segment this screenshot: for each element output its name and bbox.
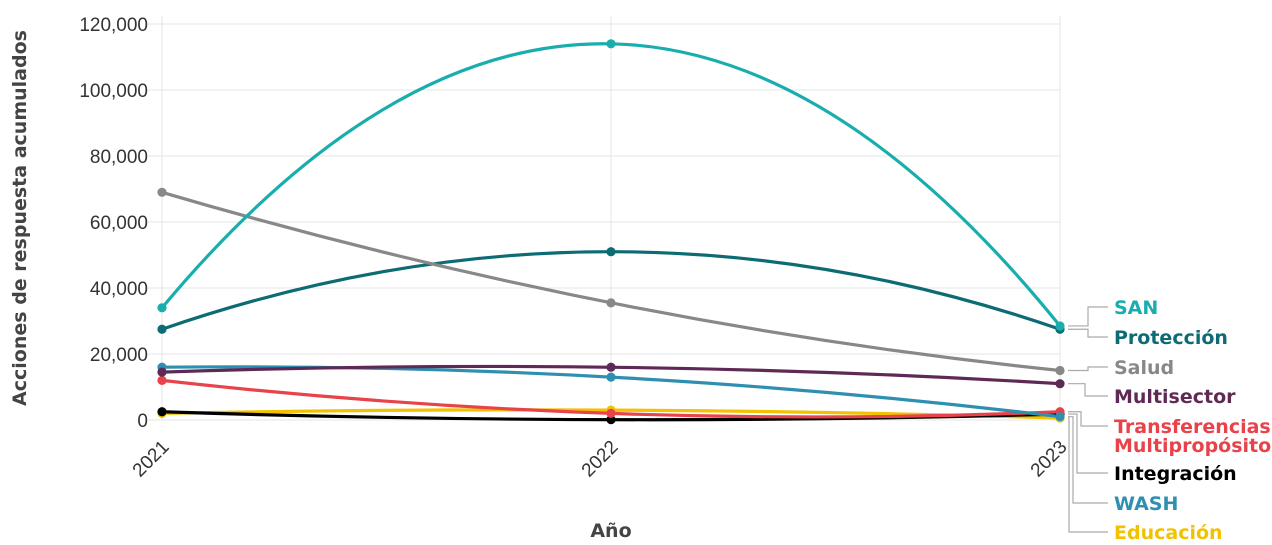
y-axis-title: Acciones de respuesta acumulados <box>9 30 31 406</box>
data-point-6-2 <box>1055 412 1065 422</box>
y-tick-label: 0 <box>137 411 148 432</box>
series-points <box>157 39 1065 425</box>
legend: SAN Protección Salud Multisector Transferenc… <box>1068 297 1271 544</box>
data-point-4-0 <box>157 375 167 385</box>
legend-label-6: WASH <box>1114 493 1178 515</box>
data-point-2-2 <box>1055 365 1065 376</box>
data-point-1-1 <box>606 247 616 257</box>
data-point-3-1 <box>606 362 616 372</box>
legend-label-4: Transferencias <box>1114 416 1271 438</box>
data-point-1-0 <box>157 324 167 334</box>
legend-label-1: Protección <box>1114 327 1228 349</box>
data-point-3-0 <box>157 367 167 377</box>
legend-label-4: Multipropósito <box>1114 435 1271 457</box>
data-point-4-1 <box>606 408 616 418</box>
x-tick-label: 2023 <box>1027 437 1072 482</box>
legend-label-0: SAN <box>1114 297 1158 319</box>
legend-label-7: Educación <box>1114 522 1223 544</box>
x-tick-label: 2021 <box>129 437 174 482</box>
legend-label-2: Salud <box>1114 357 1174 379</box>
data-point-0-0 <box>157 303 167 313</box>
legend-connector-5 <box>1068 413 1108 474</box>
y-axis: 0 20,000 40,000 60,000 80,000 100,000 120,000 <box>79 15 148 432</box>
legend-connector-4 <box>1068 411 1108 427</box>
y-tick-label: 100,000 <box>79 81 148 102</box>
x-axis: 2021 2022 2023 <box>129 437 1072 482</box>
legend-connector-2 <box>1068 366 1108 372</box>
legend-label-3: Multisector <box>1114 386 1236 408</box>
y-tick-label: 40,000 <box>90 279 148 300</box>
y-tick-label: 60,000 <box>90 213 148 234</box>
legend-connector-6 <box>1068 416 1108 504</box>
legend-connector-0 <box>1068 306 1108 327</box>
y-tick-label: 80,000 <box>90 147 148 168</box>
data-point-0-2 <box>1055 321 1065 331</box>
legend-connector-3 <box>1068 383 1108 397</box>
data-point-6-1 <box>606 372 616 382</box>
data-point-2-1 <box>606 298 616 308</box>
y-tick-label: 20,000 <box>90 345 148 366</box>
data-point-0-1 <box>606 39 616 49</box>
grid <box>148 16 1061 421</box>
x-axis-title: Año <box>590 520 631 542</box>
data-point-2-0 <box>157 187 167 197</box>
x-tick-label: 2022 <box>578 437 623 482</box>
legend-label-5: Integración <box>1114 463 1237 485</box>
legend-connector-1 <box>1068 328 1108 338</box>
data-point-5-0 <box>157 407 167 417</box>
legend-connector-7 <box>1068 417 1108 533</box>
y-tick-label: 120,000 <box>79 15 148 36</box>
data-point-3-2 <box>1055 379 1065 389</box>
